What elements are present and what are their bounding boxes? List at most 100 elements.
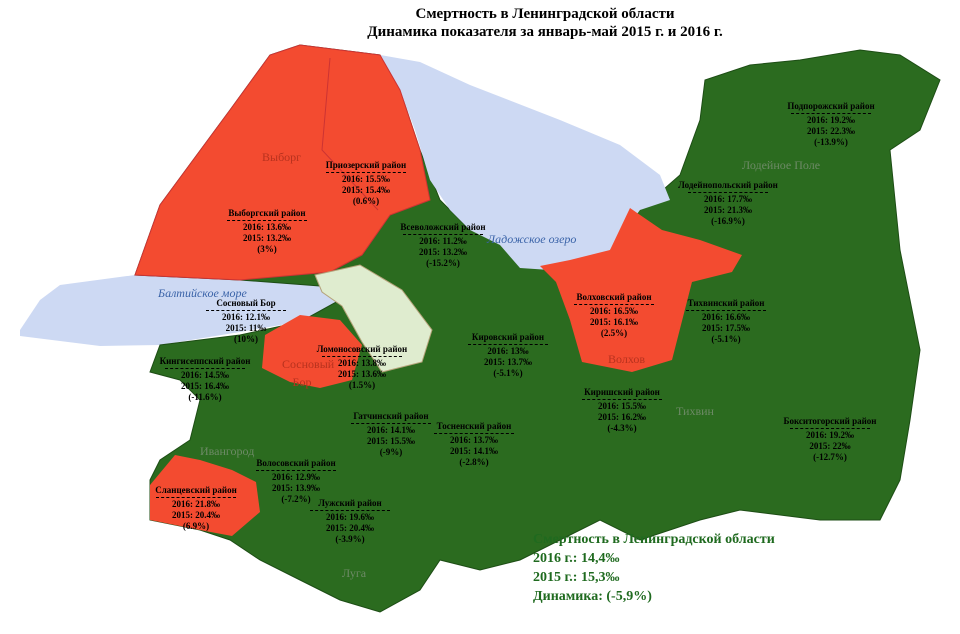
district-label: Выборгский район 2016: 13.6‰ 2015: 13.2‰ (3… bbox=[202, 208, 332, 255]
value-2016: 2016: 16.6‰ bbox=[702, 312, 750, 322]
value-2015: 2015: 13.7‰ bbox=[484, 357, 532, 367]
value-2015: 2015: 16.2‰ bbox=[598, 412, 646, 422]
change: (-5.1%) bbox=[711, 334, 741, 344]
district-label: Лужский район 2016: 19.6‰ 2015: 20.4‰ (-3.9… bbox=[285, 498, 415, 545]
district-label: Подпорожский район 2016: 19.2‰ 2015: 22.3‰… bbox=[766, 101, 896, 148]
value-2016: 2016: 13.8‰ bbox=[338, 358, 386, 368]
district-name: Всеволожский район bbox=[400, 222, 486, 232]
district-border bbox=[321, 57, 379, 211]
district-name: Сосновый Бор bbox=[216, 298, 276, 308]
change: (-4.3%) bbox=[607, 423, 637, 433]
value-2016: 2016: 13.6‰ bbox=[243, 222, 291, 232]
value-2016: 2016: 11.2‰ bbox=[419, 236, 467, 246]
value-2016: 2016: 15.5‰ bbox=[598, 401, 646, 411]
separator bbox=[322, 356, 402, 357]
summary-change: Динамика: (-5,9%) bbox=[533, 589, 652, 604]
region-volkhov bbox=[540, 208, 742, 372]
value-2015: 2015: 13.2‰ bbox=[243, 233, 291, 243]
place-label: Лодейное Поле bbox=[742, 158, 821, 172]
district-label: Сосновый Бор 2016: 12.1‰ 2015: 11‰ (10%) bbox=[181, 298, 311, 345]
district-label: Приозерский район 2016: 15.5‰ 2015: 15.4‰(… bbox=[301, 160, 431, 207]
value-2016: 2016: 14.1‰ bbox=[367, 425, 415, 435]
change: (6.9%) bbox=[182, 521, 210, 531]
separator bbox=[403, 234, 483, 235]
value-2016: 2016: 13‰ bbox=[487, 346, 529, 356]
district-name: Подпорожский район bbox=[787, 101, 875, 111]
district-label: Лодейнопольский район 2016: 17.7‰ 2015: 21… bbox=[663, 180, 793, 227]
district-name: Ломоносовский район bbox=[316, 344, 408, 354]
value-2016: 2016: 19.2‰ bbox=[807, 115, 855, 125]
saint-petersburg bbox=[314, 264, 433, 373]
place-label: Балтийское море bbox=[158, 286, 247, 300]
district-label: Волховский район 2016: 16.5‰ 2015: 16.1‰ (2… bbox=[549, 292, 679, 339]
district-label: Всеволожский район 2016: 11.2‰ 2015: 13.2‰… bbox=[378, 222, 508, 269]
separator bbox=[206, 310, 286, 311]
district-name: Кингисеппский район bbox=[159, 356, 251, 366]
baltic-sea bbox=[20, 275, 345, 346]
value-2015: 2015: 16.1‰ bbox=[590, 317, 638, 327]
separator bbox=[326, 172, 406, 173]
value-2015: 2015: 13.6‰ bbox=[338, 369, 386, 379]
summary-2016: 2016 г.: 14,4‰ bbox=[533, 551, 620, 566]
change: (-9%) bbox=[379, 447, 403, 457]
separator bbox=[434, 433, 514, 434]
separator bbox=[790, 428, 870, 429]
summary-2015: 2015 г.: 15,3‰ bbox=[533, 570, 620, 585]
change: (-13.9%) bbox=[814, 137, 848, 147]
change: (1.5%) bbox=[348, 380, 376, 390]
change: (-16.9%) bbox=[711, 216, 745, 226]
value-2015: 2015: 15.4‰ bbox=[342, 185, 390, 195]
change: (-15.2%) bbox=[426, 258, 460, 268]
separator bbox=[156, 497, 236, 498]
value-2015: 2015: 20.4‰ bbox=[172, 510, 220, 520]
district-name: Кировский район bbox=[471, 332, 545, 342]
value-2016: 2016: 12.1‰ bbox=[222, 312, 270, 322]
title: Смертность в Ленинградской области bbox=[415, 6, 675, 22]
value-2015: 2015: 14.1‰ bbox=[450, 446, 498, 456]
region-vyborg-priozersk bbox=[134, 44, 431, 281]
district-label: Тосненский район 2016: 13.7‰ 2015: 14.1‰ (-… bbox=[409, 421, 539, 468]
district-label: Сланцевский район 2016: 21.8‰ 2015: 20.4‰(… bbox=[131, 485, 261, 532]
change: (-11.6%) bbox=[188, 392, 222, 402]
value-2015: 2015: 13.9‰ bbox=[272, 483, 320, 493]
separator bbox=[582, 399, 662, 400]
district-name: Лужский район bbox=[318, 498, 382, 508]
change: (-2.8%) bbox=[459, 457, 489, 467]
separator bbox=[686, 310, 766, 311]
district-name: Киришский район bbox=[584, 387, 660, 397]
value-2016: 2016: 13.7‰ bbox=[450, 435, 498, 445]
place-label: Сосновый Бор bbox=[282, 357, 335, 389]
district-label: Гатчинский район 2016: 14.1‰ 2015: 15.5‰ (-… bbox=[326, 411, 456, 458]
change: (-12.7%) bbox=[813, 452, 847, 462]
summary-title: Смертность в Ленинградской области bbox=[533, 532, 775, 547]
value-2016: 2016: 12.9‰ bbox=[272, 472, 320, 482]
separator bbox=[351, 423, 431, 424]
separator bbox=[165, 368, 245, 369]
value-2016: 2016: 16.5‰ bbox=[590, 306, 638, 316]
change: (-3.9%) bbox=[335, 534, 365, 544]
value-2016: 2016: 21.8‰ bbox=[172, 499, 220, 509]
separator bbox=[574, 304, 654, 305]
change: (-7.2%) bbox=[281, 494, 311, 504]
value-2016: 2016: 15.5‰ bbox=[342, 174, 390, 184]
value-2015: 2015: 22‰ bbox=[809, 441, 851, 451]
value-2016: 2016: 17.7‰ bbox=[704, 194, 752, 204]
separator bbox=[688, 192, 768, 193]
district-name: Сланцевский район bbox=[155, 485, 237, 495]
district-name: Выборгский район bbox=[228, 208, 306, 218]
region-sosnovy-bor-lomonosov bbox=[262, 315, 362, 388]
district-name: Волосовский район bbox=[256, 458, 336, 468]
place-label: Ладожское озеро bbox=[487, 232, 577, 246]
district-name: Волховский район bbox=[576, 292, 652, 302]
change: (3%) bbox=[257, 244, 277, 254]
district-label: Волосовский район 2016: 12.9‰ 2015: 13.9‰(… bbox=[231, 458, 361, 505]
value-2015: 2015: 21.3‰ bbox=[704, 205, 752, 215]
change: (2.5%) bbox=[600, 328, 628, 338]
value-2015: 2015: 16.4‰ bbox=[181, 381, 229, 391]
region-slantsy bbox=[150, 455, 260, 536]
value-2015: 2015: 15.5‰ bbox=[367, 436, 415, 446]
value-2015: 2015: 22.3‰ bbox=[807, 126, 855, 136]
district-label: Бокситогорский район 2016: 19.2‰ 2015: 22‰… bbox=[765, 416, 895, 463]
district-name: Гатчинский район bbox=[353, 411, 429, 421]
